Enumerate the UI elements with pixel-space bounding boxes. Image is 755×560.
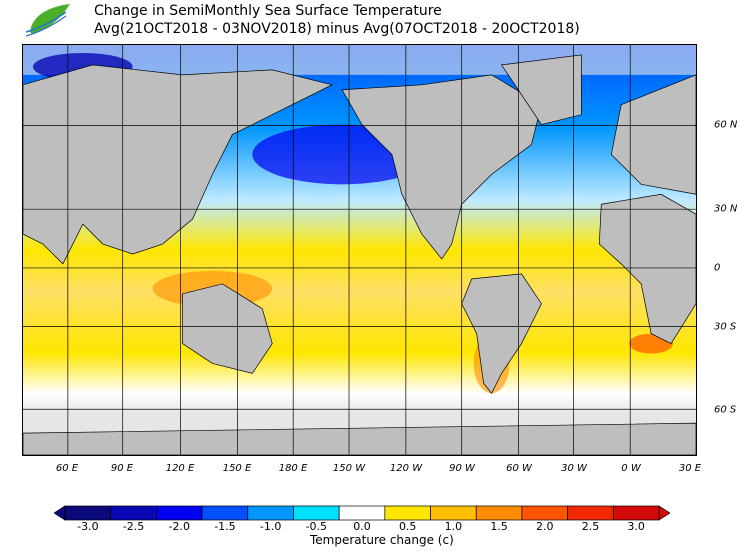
sst-change-map	[22, 44, 697, 456]
colorbar-tick-label: 1.0	[444, 520, 463, 533]
colorbar-label: Temperature change (c)	[310, 533, 454, 547]
lon-label: 150 W	[332, 463, 366, 474]
colorbar-bin	[475, 505, 523, 521]
colorbar-bin	[247, 505, 294, 521]
colorbar-bin	[612, 505, 660, 521]
colorbar-bin	[156, 505, 203, 521]
colorbar-bin	[384, 505, 431, 521]
graticule	[23, 45, 696, 455]
colorbar-tick-label: 2.5	[581, 520, 600, 533]
lon-label: 60 E	[55, 463, 79, 474]
lon-label: 30 W	[561, 463, 587, 474]
colorbar-tick-label: 0.5	[398, 520, 417, 533]
colorbar-bin	[338, 505, 386, 521]
lat-label: 30 S	[714, 321, 737, 333]
colorbar-tick-label: -2.5	[122, 520, 145, 533]
agency-logo	[25, 4, 70, 37]
lon-label: 90 E	[110, 463, 134, 474]
lon-label: 180 E	[278, 463, 308, 474]
lon-label: 120 E	[165, 463, 195, 474]
colorbar-bin	[293, 505, 340, 521]
colorbar-tick-label: -2.0	[168, 520, 190, 533]
colorbar-tick-label: -1.0	[259, 520, 282, 533]
lon-label: 0 W	[621, 463, 641, 474]
lat-label: 0	[714, 262, 721, 274]
lon-label: 60 W	[506, 463, 532, 474]
colorbar-tick-label: 2.0	[536, 520, 554, 533]
colorbar-bin	[201, 505, 249, 521]
lat-label: 60 N	[714, 119, 738, 131]
land-masses	[23, 54, 696, 455]
colorbar-tick-label: 0.0	[353, 520, 371, 533]
lon-label: 120 W	[389, 463, 423, 474]
colorbar-tick-label: -3.0	[77, 520, 99, 533]
title-line-1: Change in SemiMonthly Sea Surface Temper…	[94, 3, 442, 19]
colorbar-arrow-low	[54, 505, 66, 521]
colorbar-tick-label: -0.5	[305, 520, 328, 533]
title-line-2: Avg(21OCT2018 - 03NOV2018) minus Avg(07O…	[94, 21, 580, 37]
colorbar-bin	[521, 505, 568, 521]
colorbar-bin	[430, 505, 477, 521]
lat-label: 30 N	[714, 203, 738, 215]
colorbar-arrow-high	[658, 505, 670, 521]
colorbar-tick-label: 3.0	[627, 520, 645, 533]
lat-label: 60 S	[714, 404, 737, 416]
colorbar-tick-label: 1.5	[490, 520, 508, 533]
colorbar-bin	[110, 505, 157, 521]
lon-label: 150 E	[222, 463, 252, 474]
lon-label: 30 E	[678, 463, 702, 474]
colorbar-tick-label: -1.5	[214, 520, 236, 533]
lon-label: 90 W	[449, 463, 475, 474]
colorbar-bin	[567, 505, 614, 521]
colorbar-bin	[64, 505, 112, 521]
colorbar	[54, 505, 670, 521]
